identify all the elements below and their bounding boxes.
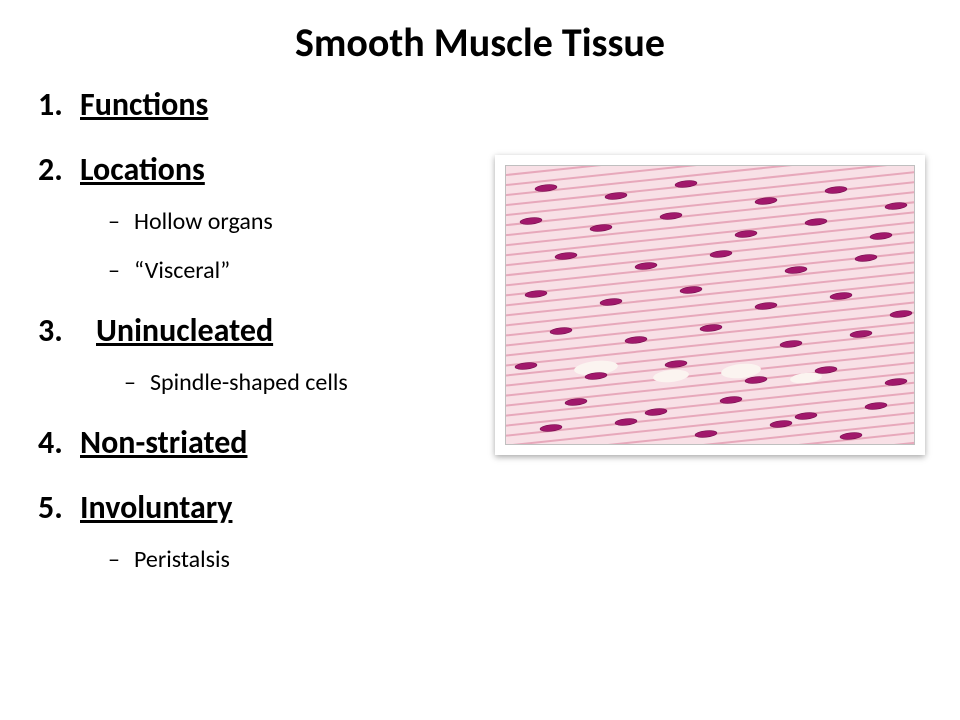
heading-locations: Locations xyxy=(80,150,205,189)
sub-item: Peristalsis xyxy=(108,545,960,574)
heading-uninucleated: Uninucleated xyxy=(96,311,273,350)
histology-svg xyxy=(506,166,914,444)
list-item-involuntary: Involuntary Peristalsis xyxy=(38,488,960,574)
page-title: Smooth Muscle Tissue xyxy=(0,0,960,77)
heading-nonstriated: Non-striated xyxy=(80,423,247,462)
list-item-functions: Functions xyxy=(38,85,960,124)
heading-involuntary: Involuntary xyxy=(80,488,232,527)
heading-functions: Functions xyxy=(80,85,208,124)
sub-list-involuntary: Peristalsis xyxy=(108,545,960,574)
histology-image-frame xyxy=(495,155,925,455)
histology-image xyxy=(505,165,915,445)
